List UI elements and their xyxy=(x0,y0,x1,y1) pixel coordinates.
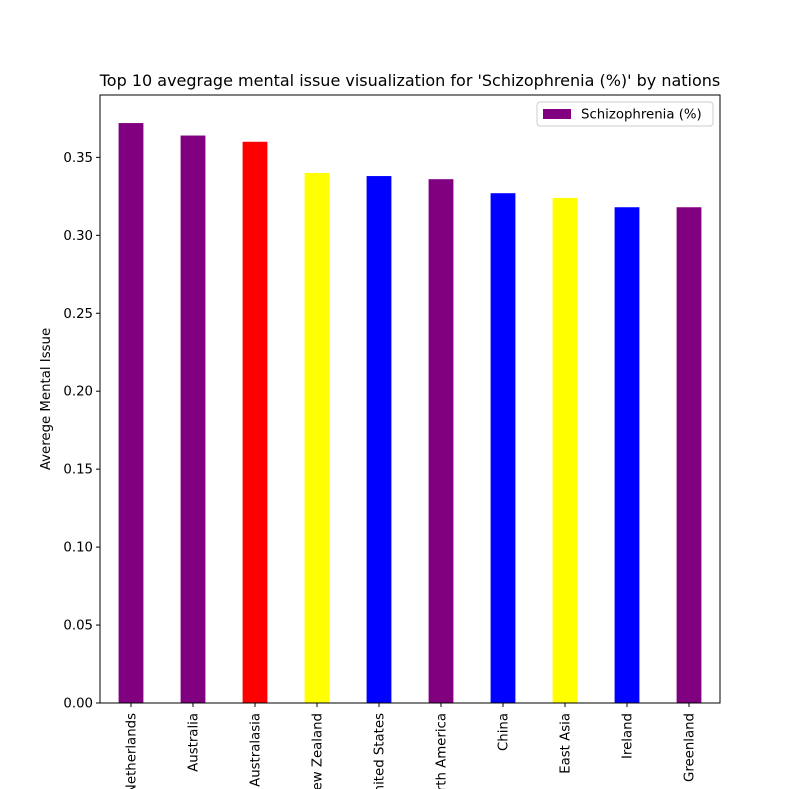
bar-greenland xyxy=(676,207,702,703)
bar-new-zealand xyxy=(304,172,330,703)
bar-australia xyxy=(180,135,206,704)
bars-layer xyxy=(118,123,702,704)
x-tick-label: New Zealand xyxy=(311,713,326,789)
y-tick-label: 0.10 xyxy=(63,541,93,556)
x-tick-label: United States xyxy=(373,713,388,789)
y-tick-label: 0.25 xyxy=(63,307,93,322)
y-tick-label: 0.35 xyxy=(63,151,93,166)
x-tick-label: China xyxy=(497,713,512,751)
bar-united-states xyxy=(366,176,392,704)
legend-box xyxy=(536,101,714,127)
x-tick-label: Ireland xyxy=(621,713,636,759)
y-axis: 0.00 0.05 0.10 0.15 0.20 0.25 0.30 0.35 xyxy=(63,151,100,712)
x-tick-label: East Asia xyxy=(559,713,574,774)
x-axis: Netherlands Australia Australasia New Zeala… xyxy=(125,703,698,789)
y-tick-label: 0.15 xyxy=(63,463,93,478)
y-tick-label: 0.00 xyxy=(63,697,93,712)
x-tick-label: Netherlands xyxy=(125,713,140,789)
y-tick-label: 0.20 xyxy=(63,385,93,400)
bar-ireland xyxy=(614,207,640,703)
x-tick-label: Greenland xyxy=(683,713,698,782)
legend-label: Schizophrenia (%) xyxy=(581,108,702,123)
x-tick-label: North America xyxy=(435,713,450,789)
plot-frame xyxy=(99,94,721,704)
bar-australasia xyxy=(242,141,268,703)
x-tick-label: Australia xyxy=(187,713,202,772)
legend-swatch xyxy=(543,109,571,119)
bar-netherlands xyxy=(118,123,144,704)
y-tick-label: 0.30 xyxy=(63,229,93,244)
bar-east-asia xyxy=(552,197,578,703)
bar-china xyxy=(490,193,516,703)
y-tick-label: 0.05 xyxy=(63,619,93,634)
bar-north-america xyxy=(428,179,454,703)
legend: Schizophrenia (%) xyxy=(536,101,714,127)
y-axis-label: Averege Mental Issue xyxy=(39,328,54,470)
x-tick-label: Australasia xyxy=(249,713,264,787)
chart-title: Top 10 avegrage mental issue visualizati… xyxy=(99,71,721,90)
